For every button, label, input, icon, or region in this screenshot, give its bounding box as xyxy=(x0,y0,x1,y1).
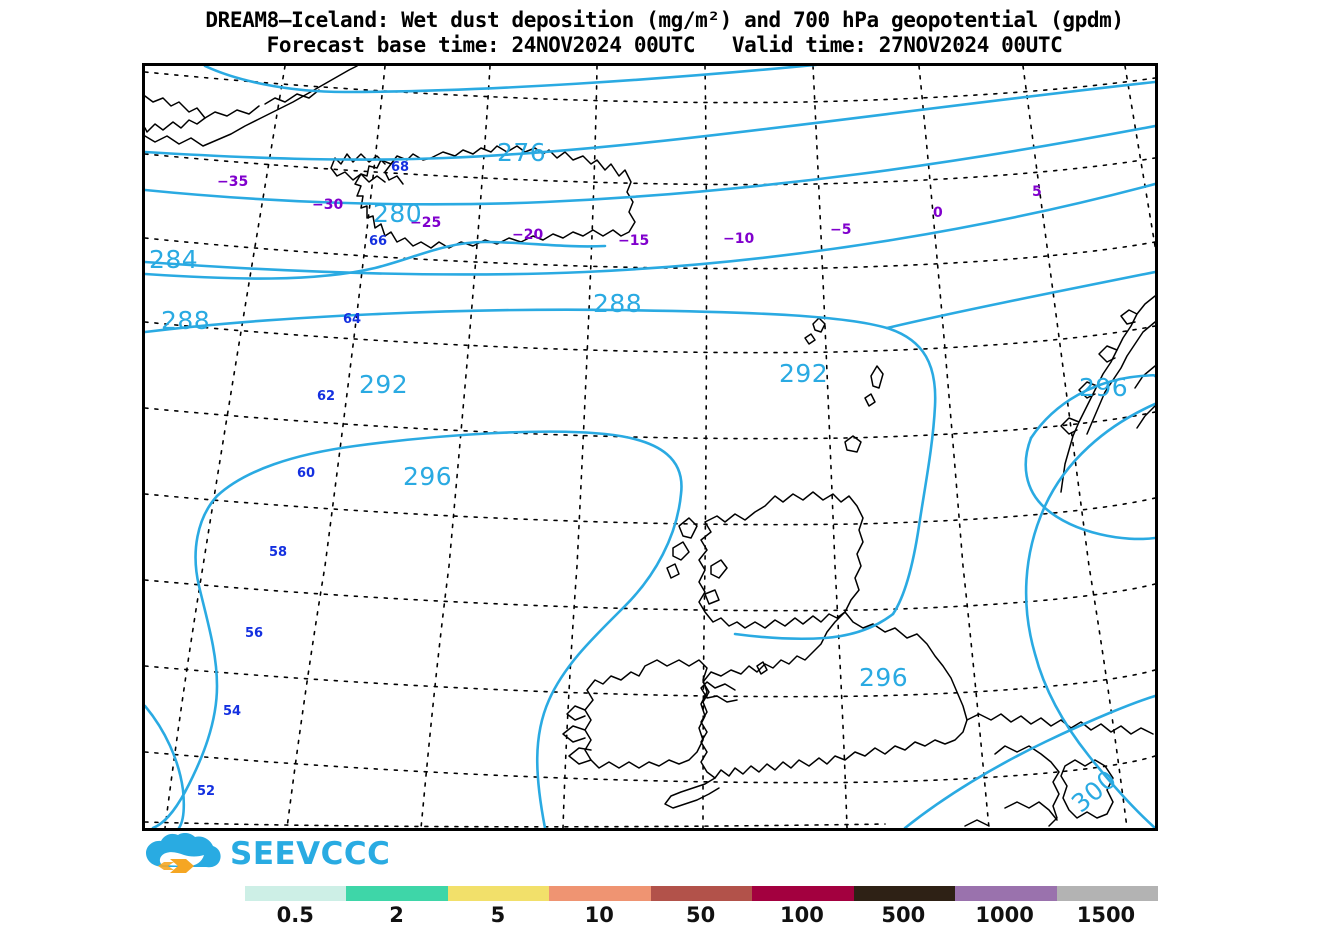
colorbar-segment xyxy=(752,886,854,901)
colorbar-tick: 1500 xyxy=(1076,903,1136,925)
colorbar-tick: 5 xyxy=(490,903,506,925)
colorbar-segment xyxy=(245,886,347,901)
map-frame[interactable]: 276 280 284 288 288 292 292 296 296 296 … xyxy=(142,63,1158,831)
colorbar-segment xyxy=(1056,886,1158,901)
logo-text: SEEVCCC xyxy=(230,836,391,872)
graticule-meridians xyxy=(164,66,1155,828)
deposition-colorbar[interactable] xyxy=(245,886,1158,901)
colorbar-tick-labels: 0.5 2 5 10 50 100 500 1000 1500 xyxy=(245,903,1158,925)
colorbar-tick: 1000 xyxy=(975,903,1034,925)
cloud-icon xyxy=(146,833,221,873)
colorbar-tick: 0.5 xyxy=(276,903,314,925)
colorbar-tick: 10 xyxy=(584,903,614,925)
colorbar-tick: 100 xyxy=(780,903,824,925)
chart-title-block: DREAM8—Iceland: Wet dust deposition (mg/… xyxy=(0,8,1329,58)
colorbar-segment xyxy=(346,886,448,901)
colorbar-segment xyxy=(955,886,1057,901)
seevccc-logo[interactable]: SEEVCCC xyxy=(144,833,390,875)
colorbar-segment xyxy=(549,886,651,901)
colorbar-segment xyxy=(447,886,550,901)
graticule-parallels xyxy=(145,71,1155,828)
colorbar-segment xyxy=(853,886,956,901)
colorbar-segment xyxy=(650,886,753,901)
geopotential-contours xyxy=(145,66,1155,828)
forecast-time-subtitle: Forecast base time: 24NOV2024 00UTC Vali… xyxy=(266,33,1063,57)
colorbar-tick: 500 xyxy=(881,903,926,925)
coastlines xyxy=(145,66,1155,827)
colorbar-tick: 50 xyxy=(685,903,716,925)
page-title: DREAM8—Iceland: Wet dust deposition (mg/… xyxy=(205,8,1124,32)
map-canvas xyxy=(145,66,1155,828)
colorbar-tick: 2 xyxy=(389,903,404,925)
